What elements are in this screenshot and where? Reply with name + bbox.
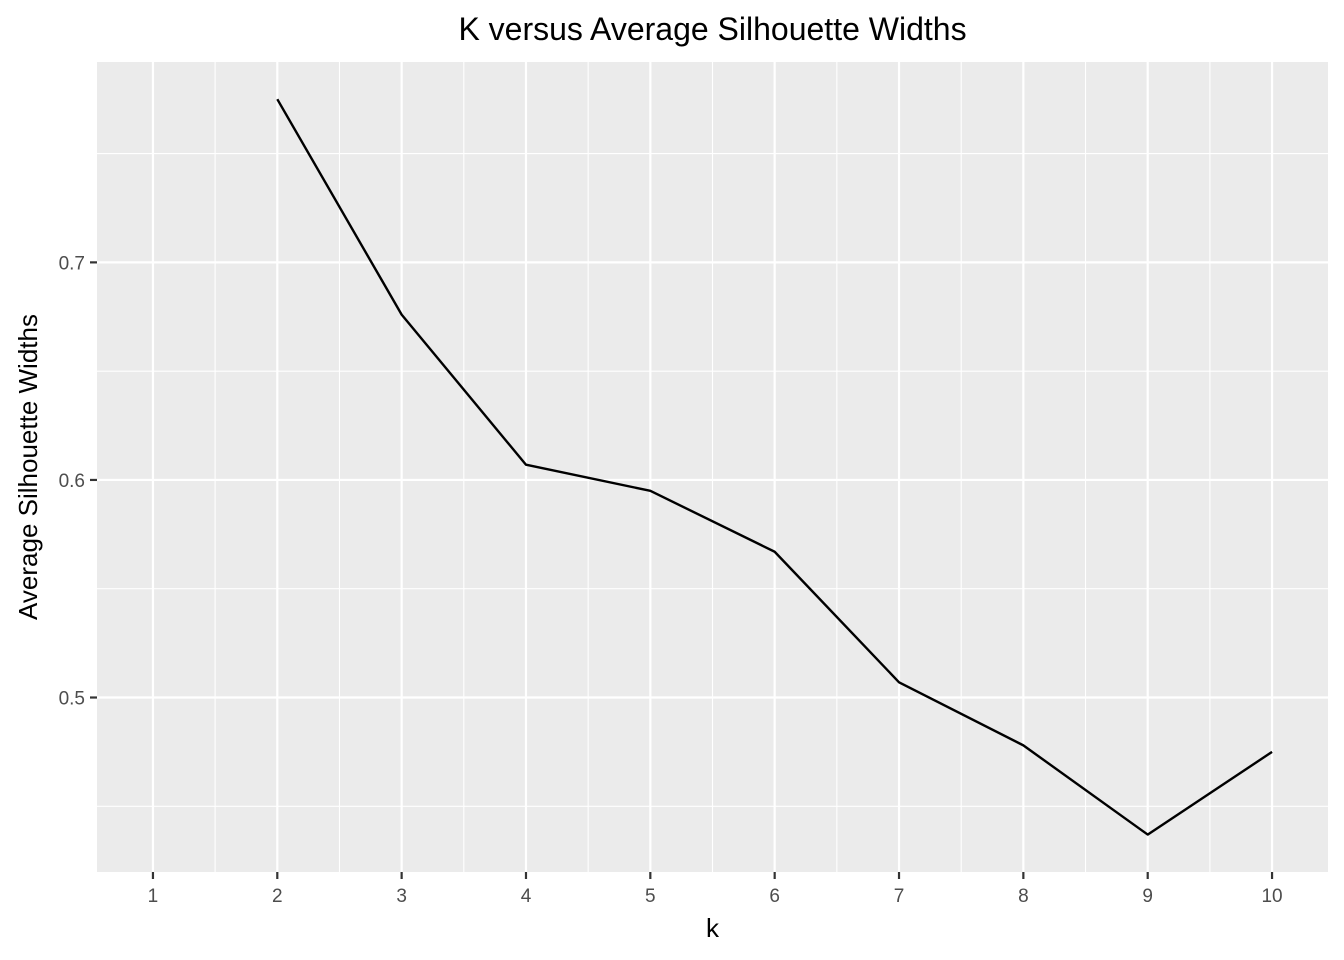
x-tick-label: 3 <box>396 886 407 907</box>
x-axis-title: k <box>706 913 720 943</box>
major-gridlines <box>97 62 1328 872</box>
x-tick-label: 7 <box>894 886 905 907</box>
x-tick-label: 8 <box>1018 886 1029 907</box>
chart-title: K versus Average Silhouette Widths <box>458 11 966 47</box>
x-tick-label: 1 <box>148 886 159 907</box>
x-tick-label: 5 <box>645 886 656 907</box>
x-tick-label: 9 <box>1142 886 1153 907</box>
x-tick-label: 10 <box>1261 886 1282 907</box>
y-axis-title: Average Silhouette Widths <box>13 314 43 620</box>
x-tick-label: 2 <box>272 886 283 907</box>
y-axis: 0.5 0.6 0.7 <box>59 253 97 710</box>
y-tick-label: 0.5 <box>59 689 85 710</box>
x-tick-label: 4 <box>521 886 532 907</box>
y-tick-label: 0.7 <box>59 253 85 274</box>
minor-gridlines <box>97 62 1328 872</box>
x-axis: 1 2 3 4 5 6 7 8 9 10 <box>148 872 1283 907</box>
y-tick-label: 0.6 <box>59 471 85 492</box>
series-line-1 <box>276 98 1273 836</box>
x-tick-label: 6 <box>769 886 780 907</box>
series-lines <box>276 98 1273 836</box>
